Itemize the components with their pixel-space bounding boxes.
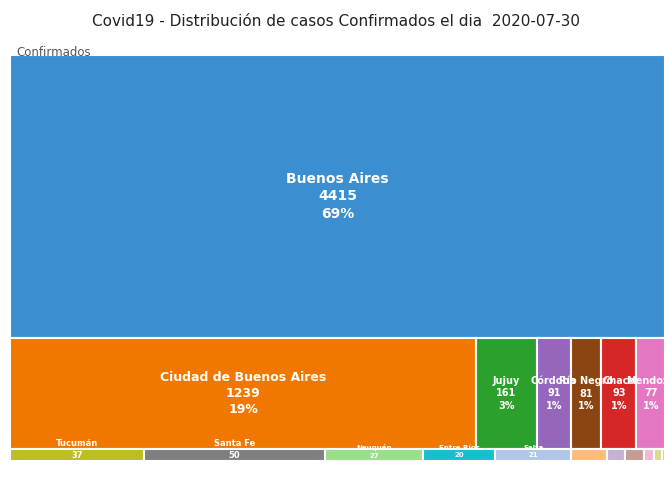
Text: Buenos Aires
4415
69%: Buenos Aires 4415 69%	[286, 172, 389, 221]
FancyBboxPatch shape	[571, 449, 607, 461]
FancyBboxPatch shape	[144, 449, 325, 461]
FancyBboxPatch shape	[10, 55, 665, 338]
FancyBboxPatch shape	[10, 338, 476, 449]
FancyBboxPatch shape	[662, 449, 665, 461]
FancyBboxPatch shape	[495, 449, 571, 461]
Text: Covid19 - Distribución de casos Confirmados el dia  2020-07-30: Covid19 - Distribución de casos Confirma…	[92, 14, 580, 29]
Text: Ciudad de Buenos Aires
1239
19%: Ciudad de Buenos Aires 1239 19%	[160, 371, 326, 416]
Text: Santa Fe
50
1%: Santa Fe 50 1%	[214, 439, 255, 470]
FancyBboxPatch shape	[655, 449, 662, 461]
FancyBboxPatch shape	[10, 449, 144, 461]
FancyBboxPatch shape	[423, 449, 495, 461]
Text: Córdoba
91
1%: Córdoba 91 1%	[531, 376, 577, 411]
Text: Río Negro
81
1%: Río Negro 81 1%	[559, 376, 614, 411]
Text: Tucumán
37
1%: Tucumán 37 1%	[56, 439, 98, 470]
FancyBboxPatch shape	[571, 338, 601, 449]
FancyBboxPatch shape	[636, 338, 665, 449]
FancyBboxPatch shape	[476, 338, 537, 449]
FancyBboxPatch shape	[601, 338, 636, 449]
Text: Entre Ríos
20
0%: Entre Ríos 20 0%	[439, 444, 479, 466]
FancyBboxPatch shape	[644, 449, 655, 461]
FancyBboxPatch shape	[537, 338, 571, 449]
Text: Salta
21
0%: Salta 21 0%	[523, 444, 543, 466]
Text: Jujuy
161
3%: Jujuy 161 3%	[493, 376, 520, 411]
Text: Confirmados: Confirmados	[17, 46, 91, 59]
FancyBboxPatch shape	[325, 449, 423, 461]
FancyBboxPatch shape	[607, 449, 626, 461]
Text: Neuquén
27
0%: Neuquén 27 0%	[356, 444, 392, 466]
Text: Mendoza
77
1%: Mendoza 77 1%	[626, 376, 672, 411]
Text: Chaco
93
1%: Chaco 93 1%	[602, 376, 636, 411]
FancyBboxPatch shape	[626, 449, 644, 461]
